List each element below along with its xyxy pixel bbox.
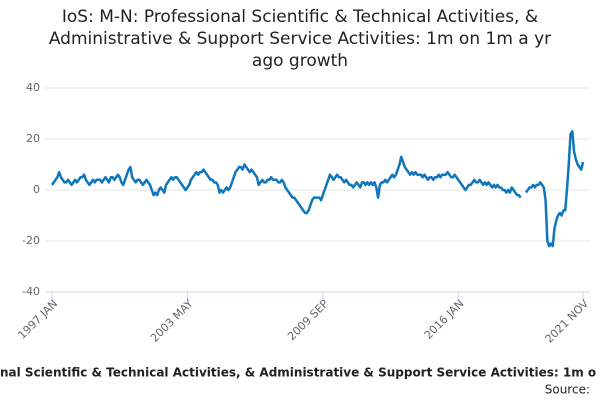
source: Source: <box>545 383 590 397</box>
x-tick-label: 2009 SEP <box>285 297 331 343</box>
y-tick-label: 20 <box>26 132 40 145</box>
chart-title: Administrative & Support Service Activit… <box>49 29 551 49</box>
x-tick-label: 2003 MAY <box>148 297 196 345</box>
footer-title: nal Scientific & Technical Activities, &… <box>0 366 596 380</box>
y-tick-label: -20 <box>22 234 40 247</box>
chart-title: IoS: M-N: Professional Scientific & Tech… <box>62 7 538 27</box>
x-tick-label: 1997 JAN <box>15 297 60 342</box>
series-line <box>50 130 585 248</box>
y-tick-label: -40 <box>22 285 40 298</box>
chart-title: ago growth <box>252 51 348 71</box>
x-tick-label: 2016 JAN <box>422 297 467 342</box>
y-tick-label: 0 <box>33 183 40 196</box>
y-tick-label: 40 <box>26 81 40 94</box>
x-tick-label: 2021 NOV <box>543 297 592 346</box>
